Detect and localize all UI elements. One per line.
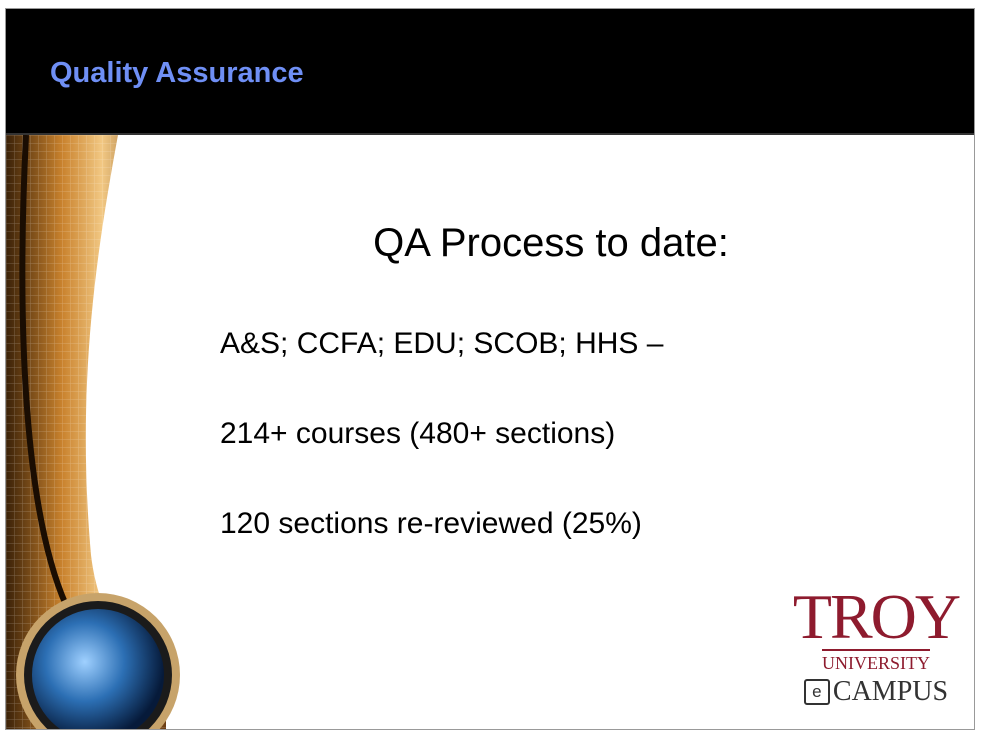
logo-campus: CAMPUS xyxy=(833,676,948,707)
header-band: Quality Assurance xyxy=(6,9,975,135)
heading: QA Process to date: xyxy=(296,221,806,266)
page: Quality Assurance QA Process to date: A&… xyxy=(0,0,981,740)
logo-wordmark: TROY xyxy=(786,587,966,647)
bullet-text: 120 sections re-reviewed (25%) xyxy=(220,507,642,541)
slide: Quality Assurance QA Process to date: A&… xyxy=(5,8,975,730)
bullet-text: A&S; CCFA; EDU; SCOB; HHS – xyxy=(220,327,663,361)
decoration xyxy=(6,135,206,730)
logo-icon: e xyxy=(804,679,830,705)
logo-university: UNIVERSITY xyxy=(822,649,930,674)
slide-title: Quality Assurance xyxy=(50,57,304,90)
bullet-text: 214+ courses (480+ sections) xyxy=(220,417,615,451)
